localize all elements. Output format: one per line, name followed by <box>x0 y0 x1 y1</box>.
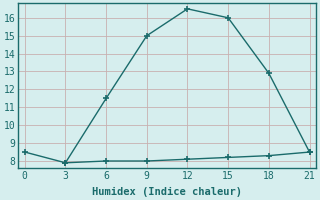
X-axis label: Humidex (Indice chaleur): Humidex (Indice chaleur) <box>92 186 242 197</box>
